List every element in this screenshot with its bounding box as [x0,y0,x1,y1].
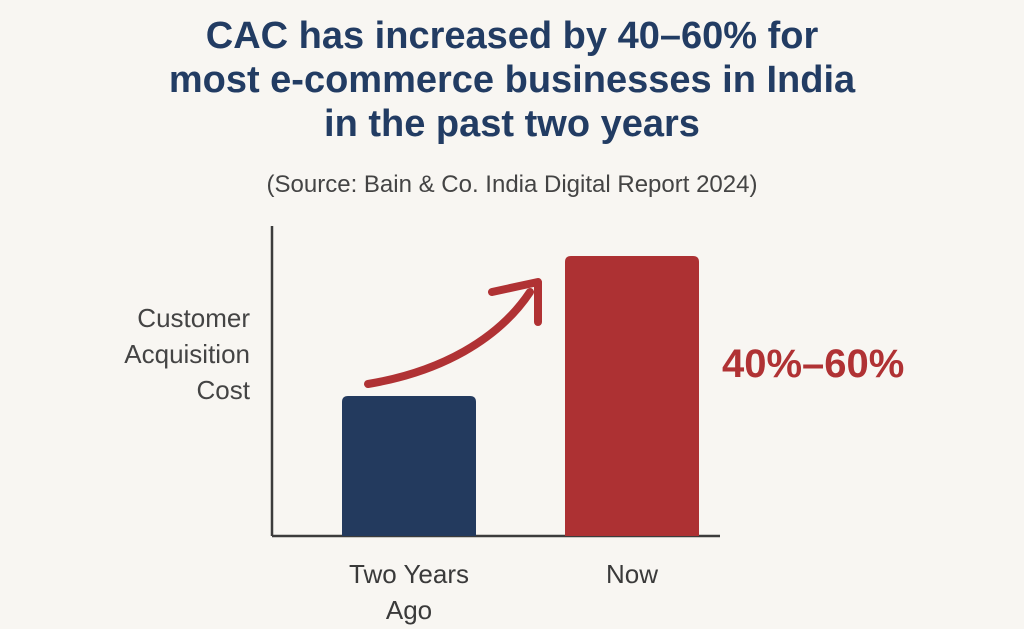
y-axis-label-line-3: Cost [196,375,250,405]
trend-arrow-head [488,278,542,326]
y-axis-label-line-1: Customer [137,303,250,333]
increase-annotation: 40%–60% [722,342,905,386]
chart-subtitle: (Source: Bain & Co. India Digital Report… [266,171,758,198]
chart-title-line-2: most e-commerce businesses in India [168,59,856,101]
x-tick-label-now: Now [606,559,658,589]
bar-two-years-ago [342,396,476,536]
y-axis-label-line-2: Acquisition [124,339,250,369]
bar-now [565,256,699,536]
chart-title: CAC has increased by 40–60% for most e-c… [0,14,1024,146]
x-tick-label-two-years-ago: Two Years Ago [349,559,469,625]
chart-title-line-1: CAC has increased by 40–60% for [205,15,819,57]
chart-title-line-3: in the past two years [324,103,700,145]
y-axis-label: Customer Acquisition Cost [60,300,250,408]
trend-arrow-shaft [364,288,534,388]
